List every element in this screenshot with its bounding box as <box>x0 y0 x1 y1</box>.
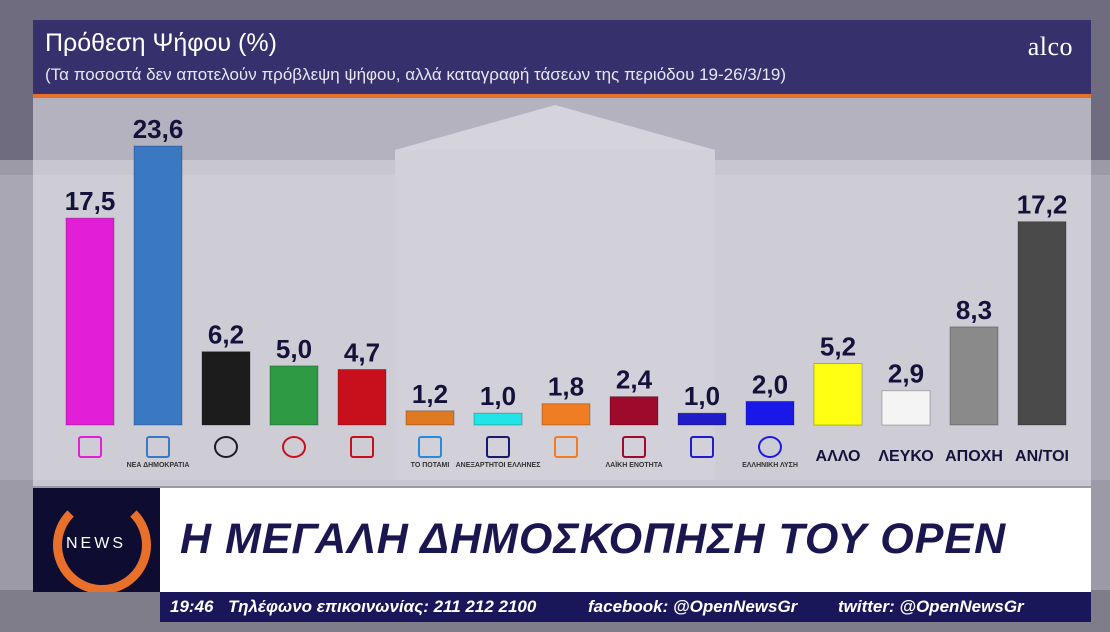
category-label-2: ΑΠΟΧΗ <box>945 448 1003 465</box>
party-labels: ΑΛΛΟ ΛΕΥΚΟ ΑΠΟΧΗ ΑΝ/ΤΟΙ ΝΕΑ ΔΗΜΟΚΡΑΤΙΑ ΤΟ ΠΟΤ… <box>33 98 1091 486</box>
bar-0 <box>65 217 115 426</box>
bar-value-label-8: 2,4 <box>616 365 653 395</box>
bar-4 <box>337 368 387 426</box>
chart-header: Πρόθεση Ψήφου (%) (Τα ποσοστά δεν αποτελ… <box>33 20 1091 94</box>
party-logo-caption-0: ΝΕΑ ΔΗΜΟΚΡΑΤΙΑ <box>126 462 190 469</box>
bar-value-label-7: 1,8 <box>548 372 584 402</box>
bar-value-label-6: 1,0 <box>480 381 516 411</box>
bar-8 <box>609 396 659 426</box>
vote-intention-bar-chart: 17,5 23,6 6,2 5,0 4,7 1,2 1,0 1,8 2,4 1,0 2,0 5,2 2,… <box>65 114 1068 426</box>
ticker-phone: Τηλέφωνο επικοινωνίας: 211 212 2100 <box>228 597 537 616</box>
bar-2 <box>201 351 251 426</box>
bar-value-label-13: 8,3 <box>956 295 992 325</box>
party-logo-caption-2: ΑΝΕΞΑΡΤΗΤΟΙ ΕΛΛΗΝΕΣ <box>455 462 541 469</box>
news-banner <box>33 488 1091 592</box>
category-label-3: ΑΝ/ΤΟΙ <box>1015 448 1069 465</box>
bar-value-label-4: 4,7 <box>344 337 380 367</box>
news-ticker: 19:46 Τηλέφωνο επικοινωνίας: 211 212 210… <box>160 592 1091 622</box>
bar-10 <box>745 400 795 426</box>
category-label-1: ΛΕΥΚΟ <box>878 448 934 465</box>
bar-value-label-5: 1,2 <box>412 379 448 409</box>
bar-3 <box>269 365 319 426</box>
bar-value-label-14: 17,2 <box>1017 190 1068 220</box>
bar-value-label-10: 2,0 <box>752 369 788 399</box>
party-logo-icon-3 <box>282 436 306 458</box>
banner-headline: Η ΜΕΓΑΛΗ ΔΗΜΟΣΚΟΠΗΣΗ ΤΟΥ OPEN <box>180 515 1007 563</box>
party-logo-icon-5 <box>418 436 442 458</box>
party-logo-icon-1 <box>146 436 170 458</box>
bar-value-label-0: 17,5 <box>65 186 116 216</box>
bar-13 <box>949 326 999 426</box>
open-news-logo: NEWS <box>33 488 160 592</box>
news-ring-icon <box>53 496 151 592</box>
party-logo-icon-8 <box>622 436 646 458</box>
bar-6 <box>473 412 523 426</box>
bar-value-label-9: 1,0 <box>684 381 720 411</box>
alco-logo: alco <box>1027 32 1073 61</box>
news-brand-text: NEWS <box>66 535 126 552</box>
party-logo-caption-3: ΛΑΪΚΗ ΕΝΟΤΗΤΑ <box>605 462 663 469</box>
bar-value-label-2: 6,2 <box>208 320 244 350</box>
bar-1 <box>133 145 183 426</box>
party-logo-caption-1: ΤΟ ΠΟΤΑΜΙ <box>410 462 450 469</box>
chart-subtitle: (Τα ποσοστά δεν αποτελούν πρόβλεψη ψήφου… <box>45 65 787 84</box>
bar-9 <box>677 412 727 426</box>
bar-value-label-11: 5,2 <box>820 332 856 362</box>
bar-value-label-1: 23,6 <box>133 114 184 144</box>
bar-value-label-12: 2,9 <box>888 359 924 389</box>
party-logo-icon-9 <box>690 436 714 458</box>
category-label-0: ΑΛΛΟ <box>815 448 861 465</box>
bar-5 <box>405 410 455 426</box>
bar-12 <box>881 390 931 426</box>
ticker-twitter: twitter: @OpenNewsGr <box>838 597 1024 616</box>
party-logo-caption-4: ΕΛΛΗΝΙΚΗ ΛΥΣΗ <box>742 462 798 469</box>
bar-14 <box>1017 221 1067 426</box>
ticker-time: 19:46 <box>170 597 214 616</box>
ticker-facebook: facebook: @OpenNewsGr <box>588 597 798 616</box>
bar-11 <box>813 363 863 426</box>
chart-title: Πρόθεση Ψήφου (%) <box>45 29 277 57</box>
bar-value-label-3: 5,0 <box>276 334 312 364</box>
party-logo-icon-7 <box>554 436 578 458</box>
party-logo-icon-4 <box>350 436 374 458</box>
party-logo-icon-2 <box>214 436 238 458</box>
party-logo-icon-6 <box>486 436 510 458</box>
header-accent-line <box>33 94 1091 98</box>
party-logo-icon-0 <box>78 436 102 458</box>
party-logo-icon-10 <box>758 436 782 458</box>
bar-7 <box>541 403 591 426</box>
